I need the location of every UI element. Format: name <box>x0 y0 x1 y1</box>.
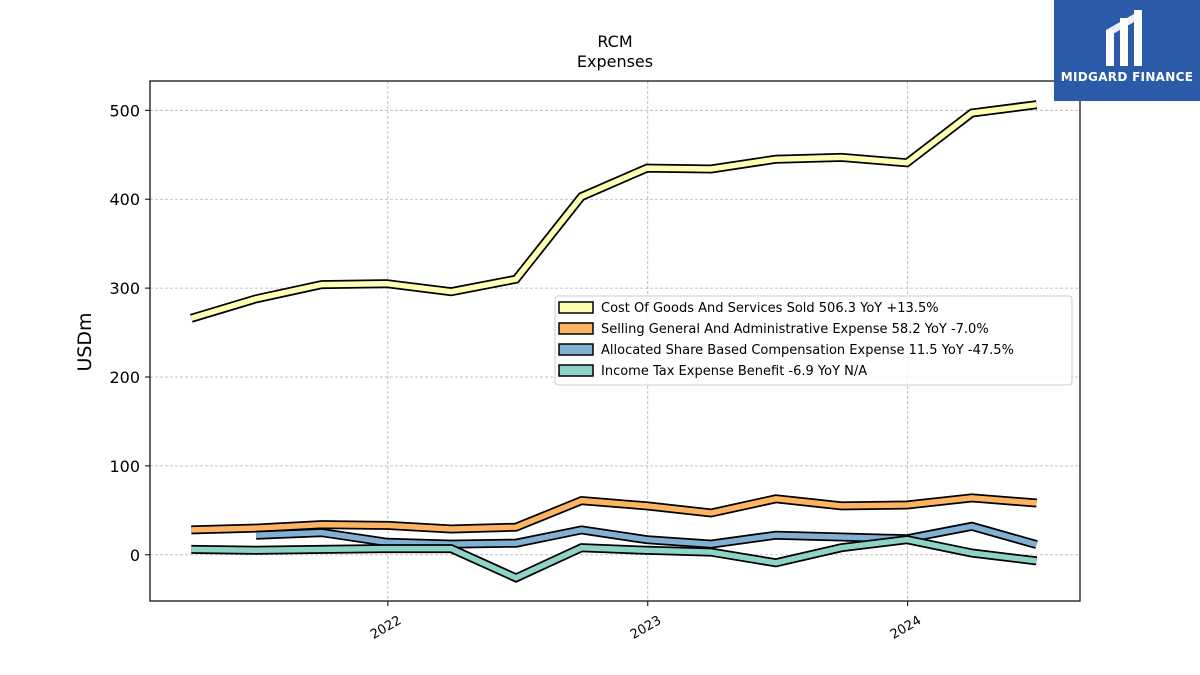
legend-label: Cost Of Goods And Services Sold 506.3 Yo… <box>601 301 939 316</box>
chart-title: RCM <box>597 32 632 51</box>
legend-swatch <box>558 322 594 335</box>
y-tick-label: 300 <box>109 279 140 298</box>
y-tick-label: 400 <box>109 190 140 209</box>
series-1 <box>191 493 1037 535</box>
y-tick-label: 500 <box>109 101 140 120</box>
x-tick-label: 2024 <box>888 613 924 643</box>
y-tick-label: 100 <box>109 457 140 476</box>
y-tick-label: 0 <box>130 546 140 565</box>
series-layer <box>190 100 1038 583</box>
legend-box <box>554 295 1073 386</box>
series-line <box>191 495 1037 533</box>
y-axis-label: USDm <box>74 312 96 371</box>
legend-swatch <box>558 343 594 356</box>
series-0 <box>190 100 1038 323</box>
legend-label: Selling General And Administrative Expen… <box>601 322 989 337</box>
series-3 <box>191 535 1038 583</box>
series-line-outline <box>191 535 1038 583</box>
series-line <box>190 101 1037 321</box>
logo-text: MIDGARD FINANCE <box>1060 70 1194 84</box>
series-line <box>191 536 1037 581</box>
plot-frame <box>149 80 1081 602</box>
legend-label: Allocated Share Based Compensation Expen… <box>601 343 1014 358</box>
x-tick-label: 2022 <box>368 613 404 643</box>
x-tick-label: 2023 <box>628 613 664 643</box>
legend-swatch <box>558 364 594 377</box>
y-tick-label: 200 <box>109 368 140 387</box>
legend: Cost Of Goods And Services Sold 506.3 Yo… <box>554 295 1073 386</box>
logo-mark-icon <box>1106 10 1142 66</box>
chart-subtitle: Expenses <box>577 52 653 71</box>
legend-swatch <box>558 301 594 314</box>
midgard-finance-logo: MIDGARD FINANCE <box>1054 0 1200 101</box>
legend-label: Income Tax Expense Benefit -6.9 YoY N/A <box>601 364 867 379</box>
